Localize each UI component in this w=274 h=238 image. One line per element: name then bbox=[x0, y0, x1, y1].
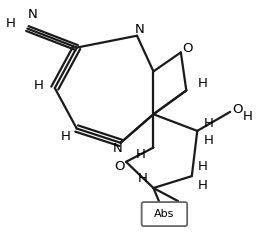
Text: H: H bbox=[203, 134, 213, 147]
Text: O: O bbox=[182, 42, 193, 55]
Text: O: O bbox=[232, 103, 242, 116]
Text: H: H bbox=[136, 148, 146, 161]
Text: N: N bbox=[28, 8, 38, 21]
Text: H: H bbox=[61, 130, 71, 143]
Text: O: O bbox=[114, 160, 124, 173]
Text: H: H bbox=[198, 160, 208, 173]
Text: H: H bbox=[203, 117, 213, 130]
FancyBboxPatch shape bbox=[142, 202, 187, 226]
Text: N: N bbox=[113, 142, 123, 155]
Text: H: H bbox=[243, 110, 253, 123]
Text: N: N bbox=[135, 23, 145, 36]
Text: H: H bbox=[33, 79, 43, 92]
Text: H: H bbox=[198, 179, 208, 192]
Text: H: H bbox=[198, 77, 208, 90]
Text: H: H bbox=[138, 172, 147, 185]
Text: Abs: Abs bbox=[154, 209, 175, 219]
Text: H: H bbox=[6, 17, 16, 30]
